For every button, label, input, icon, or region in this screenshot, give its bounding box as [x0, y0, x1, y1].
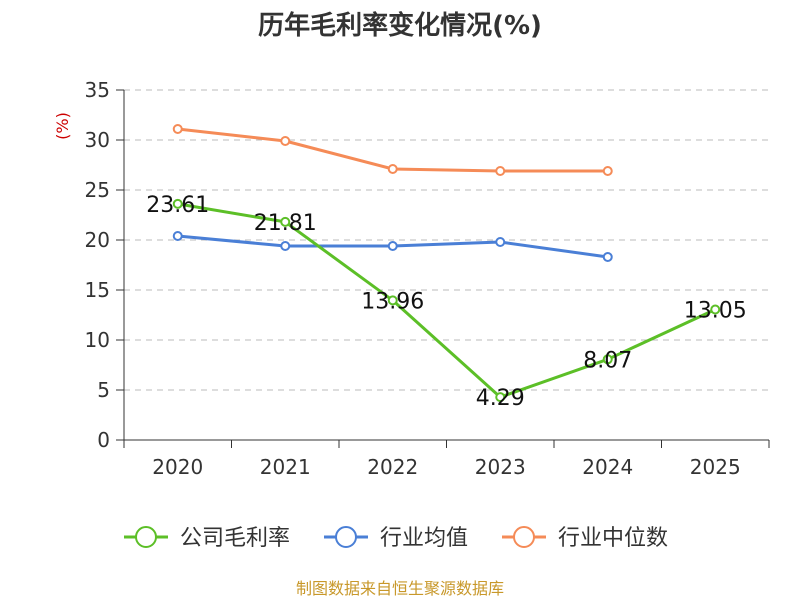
y-tick-label: 20	[85, 228, 110, 252]
legend[interactable]: 公司毛利率 行业均值 行业中位数	[124, 526, 668, 551]
axes	[123, 90, 769, 441]
data-point[interactable]	[495, 237, 506, 247]
data-point[interactable]	[172, 124, 183, 134]
data-label: 8.07	[583, 348, 632, 373]
data-label: 13.96	[361, 289, 424, 314]
y-tick-label: 5	[97, 378, 110, 402]
x-tick-label: 2025	[690, 455, 741, 479]
data-point[interactable]	[387, 241, 398, 251]
legend-item[interactable]: 公司毛利率	[124, 526, 290, 551]
data-point[interactable]	[602, 354, 613, 365]
data-point[interactable]	[710, 304, 721, 315]
y-tick-label: 15	[85, 278, 110, 302]
legend-swatch-marker	[335, 526, 357, 548]
data-point[interactable]	[172, 231, 183, 241]
data-point[interactable]	[280, 216, 291, 227]
grid-lines	[124, 89, 769, 391]
data-label: 21.81	[254, 211, 317, 236]
series-2	[172, 124, 613, 176]
y-tick-label: 10	[85, 328, 110, 352]
data-point[interactable]	[495, 166, 506, 176]
y-tick-label: 35	[85, 78, 110, 102]
data-point[interactable]	[495, 392, 506, 403]
legend-swatch-marker	[135, 526, 157, 548]
data-label: 13.05	[684, 299, 747, 324]
data-labels: 23.61 21.81 13.96 4.29 8.07 13.05	[146, 193, 746, 411]
data-label: 23.61	[146, 193, 209, 218]
series-0	[172, 198, 721, 403]
x-tick-label: 2023	[475, 455, 526, 479]
source-note: 制图数据来自恒生聚源数据库	[296, 579, 504, 598]
y-axis-ticks: 0 5 10 15 20 25 30 35	[85, 78, 124, 452]
series-line	[177, 202, 716, 399]
series-group	[172, 124, 721, 403]
legend-item[interactable]: 行业均值	[324, 526, 468, 551]
data-point[interactable]	[602, 252, 613, 262]
x-tick-label: 2024	[582, 455, 633, 479]
data-point[interactable]	[280, 136, 291, 146]
x-tick-label: 2020	[152, 455, 203, 479]
y-axis-unit: (%)	[53, 112, 72, 140]
data-point[interactable]	[280, 241, 291, 251]
legend-label: 公司毛利率	[180, 526, 290, 551]
y-tick-label: 0	[97, 428, 110, 452]
legend-swatch-marker	[513, 526, 535, 548]
legend-label: 行业均值	[380, 526, 468, 551]
chart-title: 历年毛利率变化情况(%)	[258, 10, 542, 41]
data-point[interactable]	[172, 198, 183, 209]
legend-label: 行业中位数	[558, 526, 668, 551]
y-tick-label: 30	[85, 128, 110, 152]
data-point[interactable]	[387, 164, 398, 174]
x-tick-label: 2021	[260, 455, 311, 479]
y-tick-label: 25	[85, 178, 110, 202]
data-point[interactable]	[387, 295, 398, 306]
legend-item[interactable]: 行业中位数	[502, 526, 668, 551]
data-label: 4.29	[476, 386, 525, 411]
data-point[interactable]	[602, 166, 613, 176]
x-tick-label: 2022	[367, 455, 418, 479]
series-1	[172, 231, 613, 262]
x-axis-ticks: 2020 2021 2022 2023 2024 2025	[123, 440, 770, 479]
